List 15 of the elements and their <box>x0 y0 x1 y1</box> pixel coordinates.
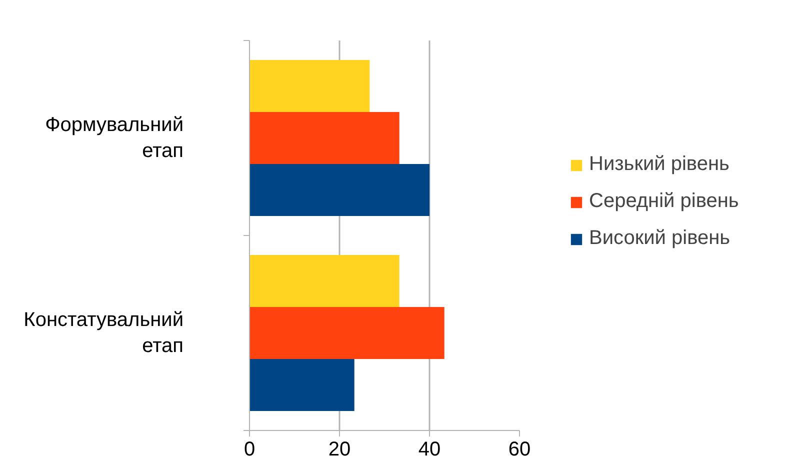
x-tick-label: 60 <box>508 438 531 460</box>
x-tick-label: 20 <box>328 438 351 460</box>
legend-label: Середній рівень <box>589 190 739 213</box>
legend-label: Низький рівень <box>589 153 730 176</box>
bar <box>250 307 444 359</box>
legend-label: Високий рівень <box>589 227 730 250</box>
x-tick-label: 0 <box>244 438 256 460</box>
bar <box>250 359 354 411</box>
bar <box>250 60 370 112</box>
y-tick-label: Формувальний етап <box>45 114 184 162</box>
x-tick-label: 40 <box>418 438 441 460</box>
y-tick-label: Констатувальний етап <box>24 308 184 358</box>
bar <box>250 112 400 164</box>
bar <box>250 164 430 216</box>
bar <box>250 255 400 307</box>
